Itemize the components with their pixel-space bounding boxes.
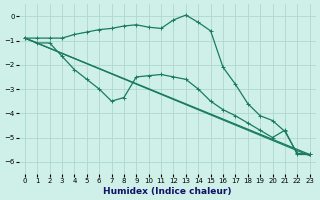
X-axis label: Humidex (Indice chaleur): Humidex (Indice chaleur) xyxy=(103,187,232,196)
